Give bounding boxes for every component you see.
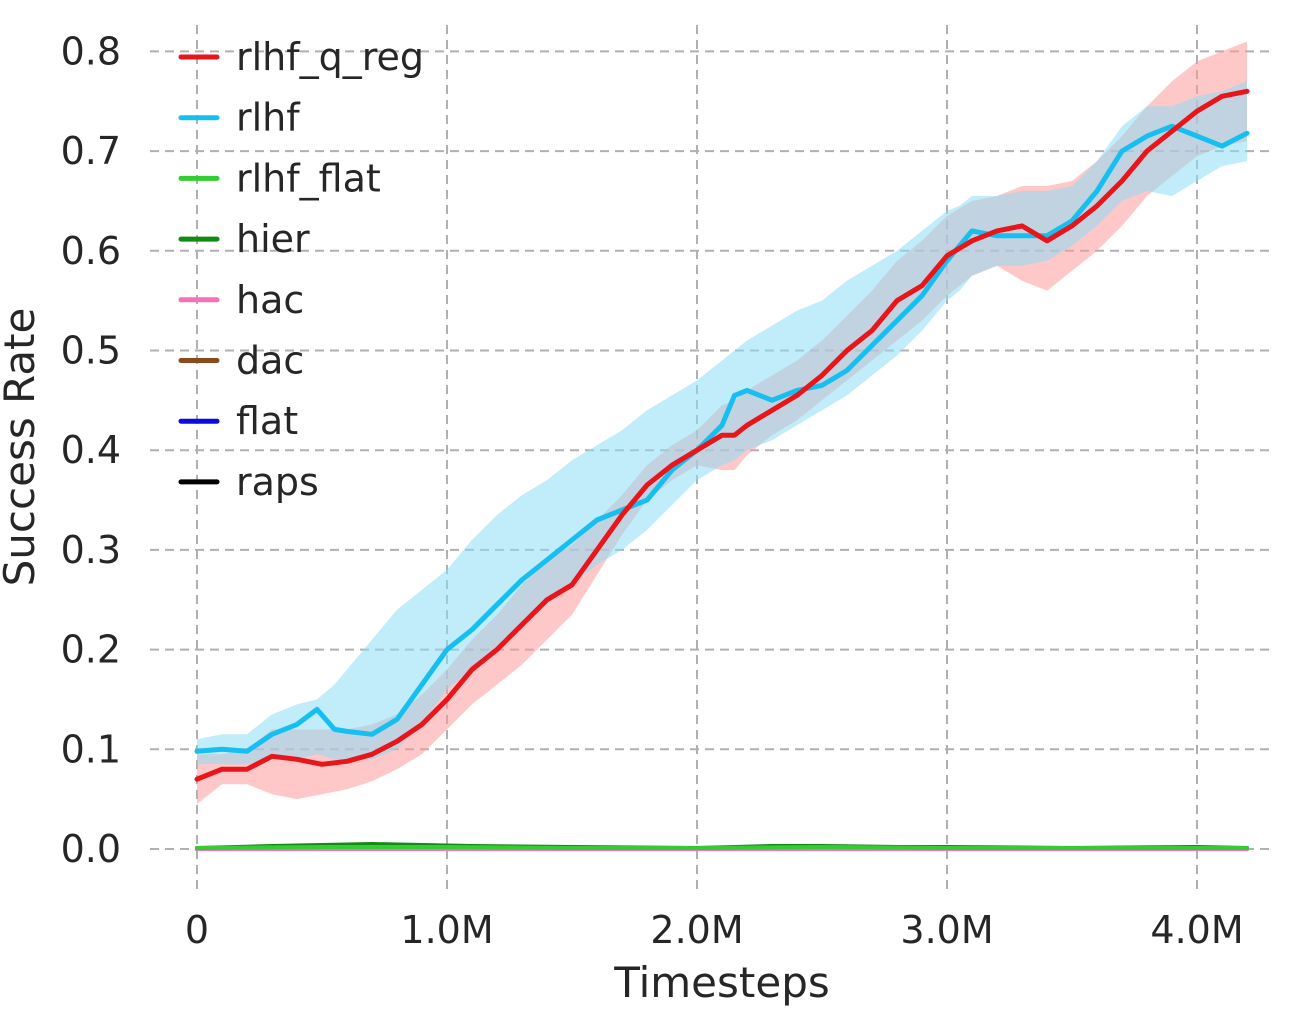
y-tick-label: 0.7 bbox=[61, 129, 121, 173]
y-tick-label: 0.5 bbox=[61, 329, 121, 373]
y-tick-label: 0.3 bbox=[61, 528, 121, 572]
x-tick-label: 3.0M bbox=[900, 908, 993, 952]
y-tick-label: 0.1 bbox=[61, 727, 121, 771]
y-axis-ticks: 0.0 0.1 0.2 0.3 0.4 0.5 0.6 0.7 0.8 bbox=[61, 29, 121, 871]
y-tick-label: 0.0 bbox=[61, 827, 121, 871]
legend-label-raps: raps bbox=[236, 460, 319, 504]
legend-label-hac: hac bbox=[236, 278, 304, 322]
legend-label-flat: flat bbox=[236, 399, 298, 443]
y-tick-label: 0.4 bbox=[61, 428, 121, 472]
legend-label-rlhf_q_reg: rlhf_q_reg bbox=[236, 35, 424, 79]
x-tick-label: 0 bbox=[185, 908, 209, 952]
y-tick-label: 0.2 bbox=[61, 628, 121, 672]
x-tick-label: 1.0M bbox=[400, 908, 493, 952]
legend-label-rlhf_flat: rlhf_flat bbox=[236, 156, 381, 200]
legend-label-hier: hier bbox=[236, 217, 310, 261]
y-tick-label: 0.6 bbox=[61, 229, 121, 273]
x-axis-label: Timesteps bbox=[613, 958, 830, 1007]
legend-label-rlhf: rlhf bbox=[236, 96, 301, 140]
rlhf_flat-line bbox=[195, 845, 1249, 850]
y-tick-label: 0.8 bbox=[61, 29, 121, 73]
x-axis-ticks: 0 1.0M 2.0M 3.0M 4.0M bbox=[185, 908, 1244, 952]
x-tick-label: 4.0M bbox=[1150, 908, 1243, 952]
y-axis-label: Success Rate bbox=[0, 308, 44, 587]
legend-label-dac: dac bbox=[236, 339, 304, 383]
rlhf-line bbox=[194, 123, 1250, 754]
x-tick-label: 2.0M bbox=[650, 908, 743, 952]
rlhf_q_reg-line bbox=[194, 88, 1250, 782]
series-lines bbox=[194, 88, 1250, 851]
